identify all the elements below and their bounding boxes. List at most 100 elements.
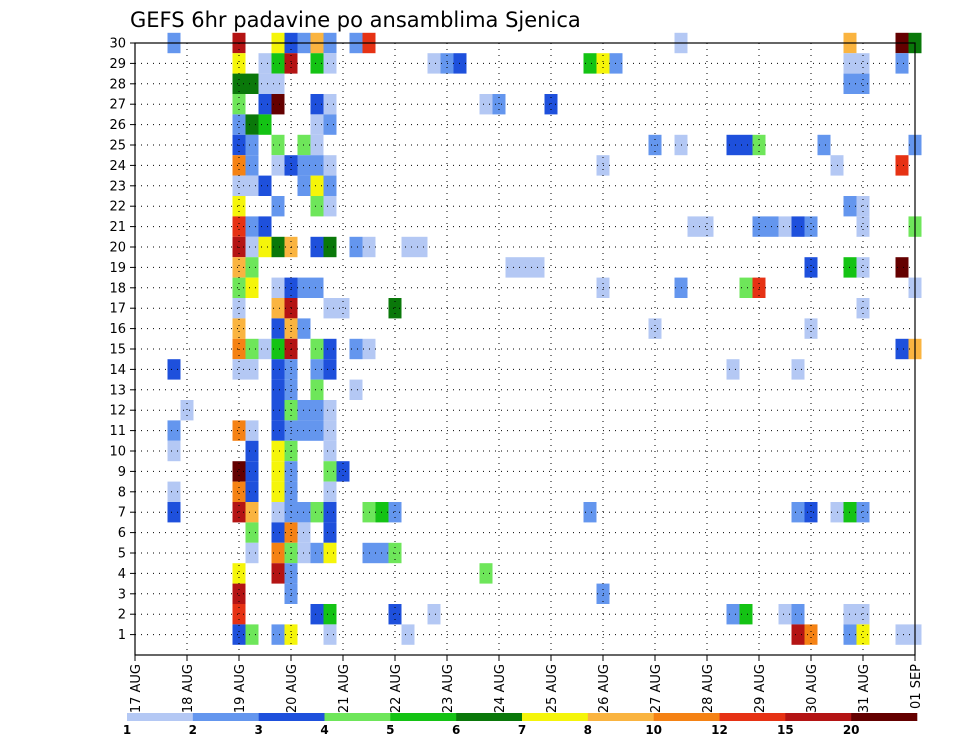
heatmap-cell [895,338,909,360]
heatmap-cell [856,624,870,645]
y-tick-label: 22 [109,200,126,215]
heatmap-cell [310,155,324,176]
y-tick-label: 4 [118,567,126,582]
heatmap-cell [323,53,337,74]
heatmap-cell [245,440,259,462]
heatmap-cell [791,604,805,625]
heatmap-cell [427,53,441,74]
heatmap-cell [804,216,818,237]
x-tick-label: 28 AUG [701,664,716,713]
colorbar-label: 3 [254,723,262,737]
heatmap-cell [271,522,285,543]
heatmap-cell [323,624,337,645]
heatmap-cell [167,502,181,523]
heatmap-cell [739,604,753,625]
colorbar-swatch [324,713,391,721]
heatmap-cell [700,216,714,237]
heatmap-cell [245,420,259,441]
heatmap-cell [739,277,753,298]
colorbar-label: 4 [320,723,328,737]
heatmap-cell [245,502,259,523]
heatmap-cell [245,542,259,564]
colorbar-swatch [127,713,194,721]
x-tick-label: 31 AUG [857,664,872,713]
y-tick-label: 10 [109,445,126,460]
y-tick-label: 23 [109,179,126,194]
heatmap-cell [310,502,324,523]
heatmap-cell [232,114,246,135]
heatmap-cell [791,624,805,645]
heatmap-cell [271,481,285,502]
y-tick-label: 13 [109,383,126,398]
y-tick-label: 9 [118,465,126,480]
colorbar-label: 6 [452,723,460,737]
colorbar-label: 8 [584,723,592,737]
heatmap-cell [310,604,324,625]
heatmap-cell [583,53,597,74]
heatmap-cell [856,298,870,319]
heatmap-cell [323,338,337,360]
heatmap-cell [310,175,324,196]
heatmap-cell [349,236,363,258]
y-tick-label: 3 [118,587,126,602]
heatmap-cell [258,236,272,258]
heatmap-cell [245,522,259,543]
x-tick-label: 27 AUG [649,664,664,713]
heatmap-cell [323,502,337,523]
heatmap-cell [895,257,909,278]
heatmap-cell [258,73,272,94]
heatmap-cell [791,359,805,380]
heatmap-cell [323,236,337,258]
heatmap-cell [856,73,870,94]
heatmap-cell [648,318,662,339]
heatmap-cell [583,502,597,523]
heatmap-cell [271,563,285,584]
colorbar: 1 2 3 4 5 6 7 8 10 12 15 20 [123,713,918,737]
heatmap-cell [232,53,246,74]
heatmap-cell [245,624,259,645]
heatmap-cell [232,420,246,441]
heatmap-cell [323,94,337,115]
y-tick-label: 1 [118,628,126,643]
heatmap-cell [388,502,402,523]
heatmap-cell [895,155,909,176]
heatmap-cell [479,94,493,115]
heatmap-cell [258,114,272,135]
heatmap-cell [245,359,259,380]
colorbar-swatch [258,713,325,721]
heatmap-cell [245,236,259,258]
colorbar-label: 10 [645,723,662,737]
heatmap-cell [388,604,402,625]
heatmap-cell [895,624,909,645]
heatmap-cell [310,236,324,258]
y-tick-label: 7 [118,506,126,521]
x-tick-label: 22 AUG [389,664,404,713]
heatmap-cell [232,604,246,625]
heatmap-cell [245,134,259,156]
y-tick-label: 5 [118,547,126,562]
y-tick-label: 28 [109,77,126,92]
heatmap-cell [310,420,324,441]
heatmap-cell [505,257,519,278]
heatmap-cell [323,400,337,421]
heatmap-cell [180,400,194,421]
heatmap-cell [232,257,246,278]
heatmap-cell [271,155,285,176]
heatmap-cell [323,522,337,543]
heatmap-cell [310,94,324,115]
heatmap-cell [232,298,246,319]
heatmap-cell [232,624,246,645]
heatmap-cell [232,359,246,380]
heatmap-cell [791,502,805,523]
y-tick-label: 15 [109,343,126,358]
x-tick-label: 23 AUG [441,664,456,713]
heatmap-cell [856,502,870,523]
heatmap-cell [401,236,415,258]
heatmap-cell [401,624,415,645]
heatmap-cell [856,216,870,237]
heatmap-cell [349,338,363,360]
heatmap-cell [271,277,285,298]
colorbar-swatch [587,713,654,721]
heatmap-cell [258,94,272,115]
